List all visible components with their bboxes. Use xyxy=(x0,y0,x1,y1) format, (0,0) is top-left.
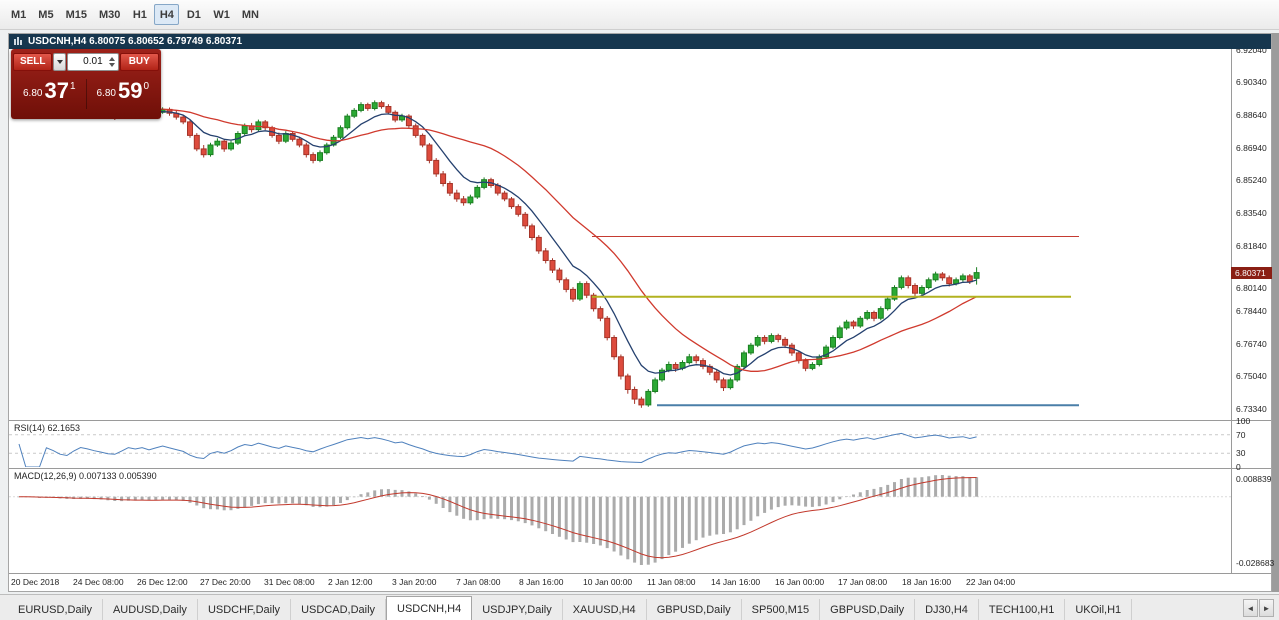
time-axis-label: 2 Jan 12:00 xyxy=(328,577,373,587)
rsi-scale-label: 70 xyxy=(1236,430,1246,440)
price-scale-label: 6.76740 xyxy=(1236,339,1267,349)
time-axis-label: 11 Jan 08:00 xyxy=(647,577,696,587)
tab-xauusd-h4[interactable]: XAUUSD,H4 xyxy=(563,599,647,620)
sell-button[interactable]: SELL xyxy=(13,52,53,71)
price-scale-label: 6.83540 xyxy=(1236,208,1267,218)
timeframe-button-m30[interactable]: M30 xyxy=(98,8,121,21)
rsi-scale-label: 100 xyxy=(1236,416,1251,426)
time-axis-label: 20 Dec 2018 xyxy=(11,577,60,587)
chart-title: USDCNH,H4 6.80075 6.80652 6.79749 6.8037… xyxy=(28,36,243,47)
tab-scroll-right-button[interactable]: ► xyxy=(1259,599,1274,617)
macd-scale-min-label: -0.028683 xyxy=(1236,558,1275,568)
tab-gbpusd-daily[interactable]: GBPUSD,Daily xyxy=(647,599,742,620)
volume-input[interactable]: 0.01 xyxy=(67,52,119,71)
time-axis-label: 14 Jan 16:00 xyxy=(711,577,761,587)
tab-eurusd-daily[interactable]: EURUSD,Daily xyxy=(8,599,103,620)
step-down-icon xyxy=(109,62,116,67)
rsi-indicator-pane[interactable] xyxy=(9,421,1231,467)
tab-audusd-daily[interactable]: AUDUSD,Daily xyxy=(103,599,198,620)
time-axis-label: 24 Dec 08:00 xyxy=(73,577,124,587)
timeframe-button-d1[interactable]: D1 xyxy=(186,8,201,21)
timeframe-button-h4[interactable]: H4 xyxy=(154,4,180,25)
time-axis-label: 26 Dec 12:00 xyxy=(137,577,188,587)
macd-indicator-pane[interactable] xyxy=(9,469,1231,572)
time-axis-label: 17 Jan 08:00 xyxy=(838,577,888,587)
tab-usdchf-daily[interactable]: USDCHF,Daily xyxy=(198,599,292,620)
tab-usdcad-daily[interactable]: USDCAD,Daily xyxy=(291,599,387,620)
price-scale-label: 6.78440 xyxy=(1236,306,1267,316)
chart-tab-bar: EURUSD,Daily AUDUSD,Daily USDCHF,Daily U… xyxy=(0,594,1279,620)
one-click-trading-panel: SELL 0.01 BUY 6.80 37 1 6.80 59 0 xyxy=(11,49,161,119)
price-scale-label: 6.80140 xyxy=(1236,283,1267,293)
time-axis-label: 7 Jan 08:00 xyxy=(456,577,501,587)
macd-indicator-label: MACD(12,26,9) 0.007133 0.005390 xyxy=(14,471,157,481)
price-scale-label: 6.73340 xyxy=(1236,404,1267,414)
price-scale-label: 6.85240 xyxy=(1236,175,1267,185)
chart-window: USDCNH,H4 6.80075 6.80652 6.79749 6.8037… xyxy=(8,33,1275,592)
bid-price-big: 37 xyxy=(44,77,69,103)
step-up-icon xyxy=(109,56,116,61)
macd-scale-max-label: 0.008839 xyxy=(1236,474,1272,484)
price-scale-label: 6.92040 xyxy=(1236,45,1267,55)
volume-stepper[interactable] xyxy=(108,55,117,69)
price-scale-label: 6.90340 xyxy=(1236,77,1267,87)
chart-icon xyxy=(14,37,22,45)
rsi-indicator-label: RSI(14) 62.1653 xyxy=(14,423,81,433)
time-axis-label: 27 Dec 20:00 xyxy=(200,577,251,587)
buy-button[interactable]: BUY xyxy=(119,52,159,71)
price-scale-label: 6.75040 xyxy=(1236,371,1267,381)
window-edge xyxy=(1272,33,1279,592)
tab-usdjpy-daily[interactable]: USDJPY,Daily xyxy=(472,599,563,620)
bid-price-small: 6.80 xyxy=(22,87,43,99)
price-scale-separator xyxy=(1231,49,1232,573)
price-scale-label: 6.86940 xyxy=(1236,143,1267,153)
tab-dj30-h4[interactable]: DJ30,H4 xyxy=(915,599,979,620)
ask-price-sup: 0 xyxy=(143,80,149,92)
volume-dropdown[interactable] xyxy=(53,52,67,71)
quote-divider xyxy=(85,79,87,109)
timeframe-button-w1[interactable]: W1 xyxy=(213,8,230,21)
price-scale-label: 6.88640 xyxy=(1236,110,1267,120)
pane-separator[interactable] xyxy=(9,468,1271,469)
timeframe-button-m15[interactable]: M15 xyxy=(65,8,87,21)
volume-value: 0.01 xyxy=(83,56,103,67)
timeframe-button-mn[interactable]: MN xyxy=(241,8,259,21)
rsi-scale-label: 30 xyxy=(1236,448,1246,458)
ask-price[interactable]: 6.80 59 0 xyxy=(87,77,160,108)
ask-price-small: 6.80 xyxy=(96,87,116,99)
ask-price-big: 59 xyxy=(117,77,143,103)
current-price-badge: 6.80371 xyxy=(1231,267,1272,279)
timeframe-toolbar: M1 M5 M15 M30 H1 H4 D1 W1 MN xyxy=(0,0,1279,30)
time-axis-label: 8 Jan 16:00 xyxy=(519,577,564,587)
bid-price-sup: 1 xyxy=(69,80,76,92)
tab-gbpusd-daily-2[interactable]: GBPUSD,Daily xyxy=(820,599,916,620)
time-axis-label: 18 Jan 16:00 xyxy=(902,577,952,587)
timeframe-button-m5[interactable]: M5 xyxy=(38,8,54,21)
tab-tech100-h1[interactable]: TECH100,H1 xyxy=(979,599,1066,620)
tab-usdcnh-h4[interactable]: USDCNH,H4 xyxy=(386,596,473,620)
tab-ukoil-h1[interactable]: UKOil,H1 xyxy=(1065,599,1133,620)
price-scale-label: 6.81840 xyxy=(1236,241,1267,251)
time-axis-separator xyxy=(9,573,1271,574)
time-axis-label: 10 Jan 00:00 xyxy=(583,577,633,587)
bid-price[interactable]: 6.80 37 1 xyxy=(13,77,86,108)
chart-title-bar: USDCNH,H4 6.80075 6.80652 6.79749 6.8037… xyxy=(9,34,1271,49)
pane-separator[interactable] xyxy=(9,420,1271,421)
tab-scroll-left-button[interactable]: ◄ xyxy=(1243,599,1258,617)
time-axis-label: 3 Jan 20:00 xyxy=(392,577,437,587)
timeframe-button-h1[interactable]: H1 xyxy=(132,8,147,21)
timeframe-button-m1[interactable]: M1 xyxy=(11,8,27,21)
rsi-scale-label: 0 xyxy=(1236,462,1241,472)
chevron-down-icon xyxy=(56,59,63,64)
time-axis-label: 16 Jan 00:00 xyxy=(775,577,825,587)
tab-sp500-m15[interactable]: SP500,M15 xyxy=(742,599,821,620)
time-axis-label: 31 Dec 08:00 xyxy=(264,577,315,587)
candlestick-chart[interactable] xyxy=(9,49,1231,419)
time-axis-label: 22 Jan 04:00 xyxy=(966,577,1016,587)
